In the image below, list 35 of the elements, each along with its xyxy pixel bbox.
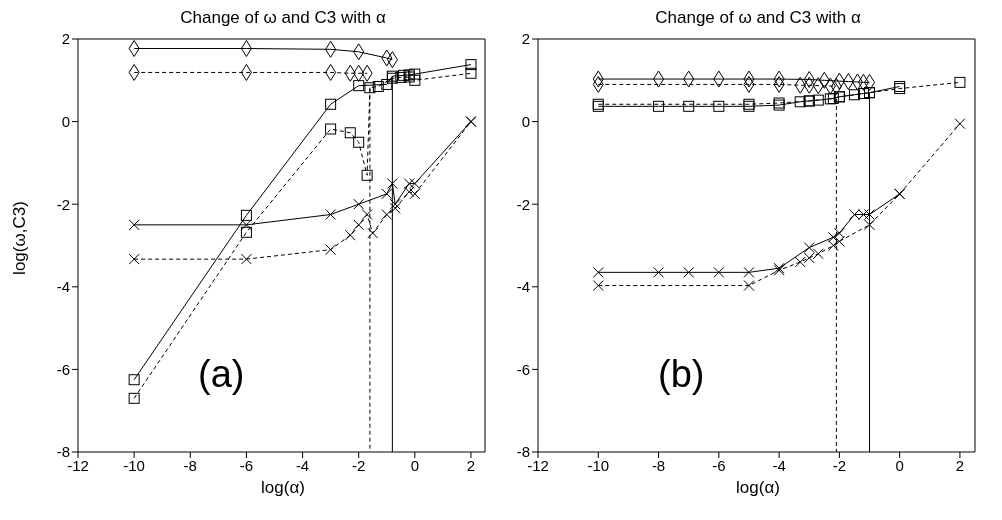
x-axis-title: log(α) xyxy=(735,478,781,498)
y-tick-label: -6 xyxy=(516,360,530,378)
x-tick-label: -2 xyxy=(832,456,847,474)
x-tick-label: 0 xyxy=(410,456,419,474)
y-tick-label: -8 xyxy=(516,443,530,461)
y-tick-label: -4 xyxy=(516,278,530,296)
y-tick-label: 0 xyxy=(61,112,70,130)
x-tick-label: -6 xyxy=(239,456,254,474)
x-tick-label: -10 xyxy=(587,456,610,474)
x-tick-label: 0 xyxy=(895,456,904,474)
y-axis-title: log(ω,C3) xyxy=(10,201,30,275)
y-tick-label: -6 xyxy=(56,360,70,378)
chart-title: Change of ω and C3 with α xyxy=(179,8,387,28)
x-axis-title: log(α) xyxy=(260,478,306,498)
x-tick-label: -6 xyxy=(712,456,726,474)
chart-title: Change of ω and C3 with α xyxy=(654,8,862,28)
annotation: (a) xyxy=(198,353,245,396)
x-tick-label: -8 xyxy=(651,456,666,474)
annotation: (b) xyxy=(658,353,705,396)
y-tick-label: 2 xyxy=(521,30,530,48)
x-tick-label: -2 xyxy=(352,456,366,474)
y-tick-label: 0 xyxy=(521,112,530,130)
x-tick-label: 2 xyxy=(955,456,965,474)
x-tick-label: 2 xyxy=(466,456,476,474)
y-tick-label: 2 xyxy=(61,30,70,48)
y-tick-label: -2 xyxy=(516,195,530,213)
y-tick-label: -2 xyxy=(56,195,70,213)
y-tick-label: -4 xyxy=(56,278,70,296)
x-tick-label: -12 xyxy=(527,456,549,474)
x-tick-label: -4 xyxy=(295,456,310,474)
x-tick-label: -12 xyxy=(67,456,89,474)
x-tick-label: -8 xyxy=(183,456,197,474)
x-tick-label: -10 xyxy=(123,456,145,474)
x-tick-label: -4 xyxy=(772,456,786,474)
y-tick-label: -8 xyxy=(56,443,70,461)
